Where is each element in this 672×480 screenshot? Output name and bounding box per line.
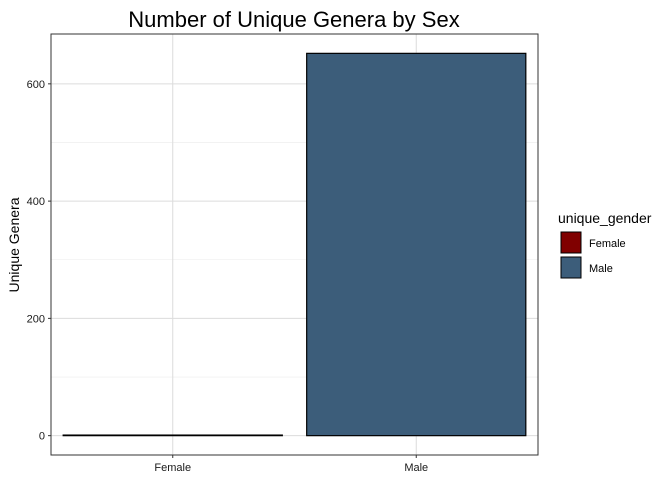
plot-panel — [50, 33, 539, 456]
y-axis-title: Unique Genera — [6, 197, 22, 292]
legend-key-female — [560, 231, 582, 254]
y-axis: 0 200 400 600 — [27, 79, 51, 443]
bar-female — [62, 434, 283, 437]
bars — [62, 52, 527, 437]
y-tick-label: 0 — [39, 431, 45, 443]
chart-title: Number of Unique Genera by Sex — [128, 7, 459, 32]
x-tick-label: Female — [154, 462, 191, 474]
legend-label-female: Female — [589, 238, 626, 250]
legend-entries: Female Male — [560, 231, 626, 279]
y-tick-label: 600 — [27, 79, 45, 91]
plot-border — [50, 33, 539, 456]
legend: unique_gender Female Male — [558, 210, 652, 279]
y-tick-label: 200 — [27, 313, 45, 325]
legend-label-male: Male — [589, 263, 613, 275]
x-axis: Female Male — [154, 455, 428, 474]
bar-male — [306, 52, 527, 437]
y-tick-label: 400 — [27, 196, 45, 208]
legend-title: unique_gender — [558, 210, 652, 226]
legend-key-male — [560, 256, 582, 279]
x-tick-label: Male — [404, 462, 428, 474]
